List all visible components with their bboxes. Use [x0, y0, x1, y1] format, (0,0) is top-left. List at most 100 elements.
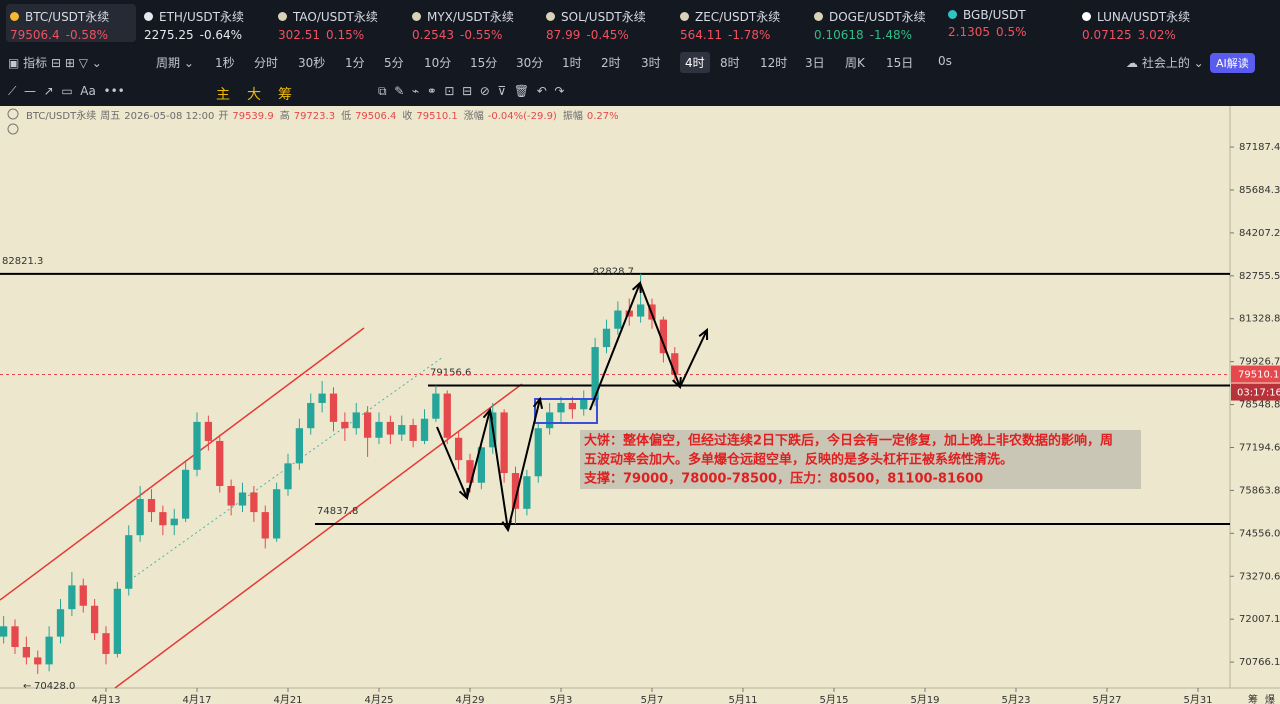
ticker-icon[interactable]	[278, 12, 287, 21]
ticker-icon[interactable]	[680, 12, 689, 21]
ticker-change[interactable]: 0.15%	[326, 28, 365, 42]
candle-body	[193, 421, 201, 470]
community-label[interactable]: 社会上的	[1141, 56, 1190, 70]
overlay-toggle[interactable]: 筹	[278, 87, 292, 103]
drawing-tools[interactable]: ⧉ ✎ ⌁ ⚭ ⊡ ⊟ ⊘ ⊽ 🗑 ↶ ↷	[378, 84, 565, 98]
ticker-price[interactable]: 0.2543	[412, 28, 454, 42]
interval[interactable]: 15分	[470, 56, 498, 70]
header-label: 低	[341, 111, 352, 122]
interval[interactable]: 12时	[760, 56, 788, 70]
ticker-price[interactable]: 302.51	[278, 28, 320, 42]
ticker-name[interactable]: LUNA/USDT永续	[1097, 10, 1191, 24]
ticker-row[interactable]: ZEC/USDT永续	[680, 8, 802, 25]
overlay-toggle[interactable]: 主	[216, 87, 230, 103]
ticker-values[interactable]: 0.2543 -0.55%	[412, 28, 534, 42]
ticker-icon[interactable]	[948, 10, 957, 19]
interval[interactable]: 2时	[601, 56, 621, 70]
ticker-values[interactable]: 2275.25 -0.64%	[144, 28, 266, 42]
ticker[interactable]: LUNA/USDT永续 0.07125 3.02%	[1078, 4, 1208, 42]
interval[interactable]: 分时	[254, 56, 279, 70]
ticker-price[interactable]: 79506.4	[10, 28, 60, 42]
level-label: 79156.6	[430, 368, 471, 379]
ticker-values[interactable]: 87.99 -0.45%	[546, 28, 668, 42]
ticker-price[interactable]: 0.07125	[1082, 28, 1132, 42]
ticker-values[interactable]: 302.51 0.15%	[278, 28, 400, 42]
ticker-change[interactable]: -0.55%	[460, 28, 503, 42]
countdown-setting[interactable]: 0s	[938, 54, 952, 68]
ticker[interactable]: TAO/USDT永续 302.51 0.15%	[274, 4, 404, 42]
ticker-price[interactable]: 2275.25	[144, 28, 194, 42]
ticker-change[interactable]: 3.02%	[1137, 28, 1176, 42]
ticker-change[interactable]: -1.48%	[869, 28, 913, 42]
interval[interactable]: 8时	[720, 56, 740, 70]
ticker[interactable]: SOL/USDT永续 87.99 -0.45%	[542, 4, 672, 42]
drawing-tools[interactable]: ⟋ — ↗ ▭ Aa •••	[8, 84, 125, 98]
ticker[interactable]: MYX/USDT永续 0.2543 -0.55%	[408, 4, 538, 42]
ticker[interactable]: ETH/USDT永续 2275.25 -0.64%	[140, 4, 270, 42]
ticker[interactable]: BTC/USDT永续 79506.4 -0.58%	[6, 4, 136, 42]
interval[interactable]: 3时	[641, 56, 661, 70]
interval[interactable]: 周K	[845, 56, 865, 70]
ticker-price[interactable]: 87.99	[546, 28, 581, 42]
ticker-icon[interactable]	[546, 12, 555, 21]
period-label[interactable]: 周期	[156, 56, 181, 70]
interval[interactable]: 5分	[384, 56, 404, 70]
ticker-row[interactable]: TAO/USDT永续	[278, 8, 400, 25]
ticker-icon[interactable]	[1082, 12, 1091, 21]
community[interactable]: ☁ 社会上的 ⌄	[1126, 56, 1204, 70]
candle-body	[523, 476, 531, 509]
interval[interactable]: 1时	[562, 56, 582, 70]
ticker-row[interactable]: DOGE/USDT永续	[814, 8, 936, 25]
ticker-change[interactable]: -1.78%	[728, 28, 771, 42]
period[interactable]: 周期 ⌄	[156, 56, 194, 70]
ticker-values[interactable]: 2.1305 0.5%	[948, 25, 1070, 39]
ticker-row[interactable]: SOL/USDT永续	[546, 8, 668, 25]
indicators[interactable]: ▣ 指标 ⊟ ⊞ ▽ ⌄	[8, 56, 102, 70]
ticker-icon[interactable]	[412, 12, 421, 21]
ticker-change[interactable]: -0.45%	[586, 28, 629, 42]
ticker[interactable]: DOGE/USDT永续 0.10618 -1.48%	[810, 4, 940, 42]
ticker-icon[interactable]	[10, 12, 19, 21]
interval[interactable]: 10分	[424, 56, 452, 70]
ticker-row[interactable]: BGB/USDT	[948, 8, 1070, 22]
ticker-values[interactable]: 0.07125 3.02%	[1082, 28, 1204, 42]
ticker-price[interactable]: 2.1305	[948, 25, 990, 39]
interval[interactable]: 3日	[805, 56, 825, 70]
ticker-price[interactable]: 0.10618	[814, 28, 864, 42]
interval[interactable]: 1分	[345, 56, 365, 70]
ticker-name[interactable]: SOL/USDT永续	[561, 10, 646, 24]
ticker[interactable]: BGB/USDT 2.1305 0.5%	[944, 4, 1074, 42]
ticker-price[interactable]: 564.11	[680, 28, 722, 42]
ticker-name[interactable]: TAO/USDT永续	[293, 10, 378, 24]
candle-body	[420, 418, 429, 441]
ticker-name[interactable]: MYX/USDT永续	[427, 10, 514, 24]
ticker-change[interactable]: 0.5%	[996, 25, 1027, 39]
ticker-name[interactable]: BGB/USDT	[963, 8, 1026, 22]
interval[interactable]: 30分	[516, 56, 544, 70]
ticker-row[interactable]: LUNA/USDT永续	[1082, 8, 1204, 25]
indicators-label[interactable]: 指标	[23, 56, 48, 70]
ticker-icon[interactable]	[814, 12, 823, 21]
overlay-toggle[interactable]: 大	[247, 87, 261, 103]
ticker[interactable]: ZEC/USDT永续 564.11 -1.78%	[676, 4, 806, 42]
ticker-row[interactable]: MYX/USDT永续	[412, 8, 534, 25]
candle-body	[545, 412, 554, 429]
ticker-name[interactable]: BTC/USDT永续	[25, 10, 110, 24]
ticker-values[interactable]: 79506.4 -0.58%	[10, 28, 132, 42]
ticker-values[interactable]: 0.10618 -1.48%	[814, 28, 936, 42]
ticker-change[interactable]: -0.64%	[199, 28, 243, 42]
ticker-change[interactable]: -0.58%	[65, 28, 109, 42]
ai-button[interactable]: AI解读	[1210, 53, 1255, 73]
interval[interactable]: 15日	[886, 56, 914, 70]
y-tick-label: 74556.0	[1239, 528, 1280, 539]
ticker-row[interactable]: ETH/USDT永续	[144, 8, 266, 25]
ticker-name[interactable]: DOGE/USDT永续	[829, 10, 926, 24]
ticker-icon[interactable]	[144, 12, 153, 21]
interval[interactable]: 30秒	[298, 56, 326, 70]
ticker-name[interactable]: ZEC/USDT永续	[695, 10, 781, 24]
ticker-values[interactable]: 564.11 -1.78%	[680, 28, 802, 42]
ticker-name[interactable]: ETH/USDT永续	[159, 10, 244, 24]
ticker-row[interactable]: BTC/USDT永续	[10, 8, 132, 25]
interval[interactable]: 4时	[680, 52, 710, 73]
interval[interactable]: 1秒	[215, 56, 235, 70]
